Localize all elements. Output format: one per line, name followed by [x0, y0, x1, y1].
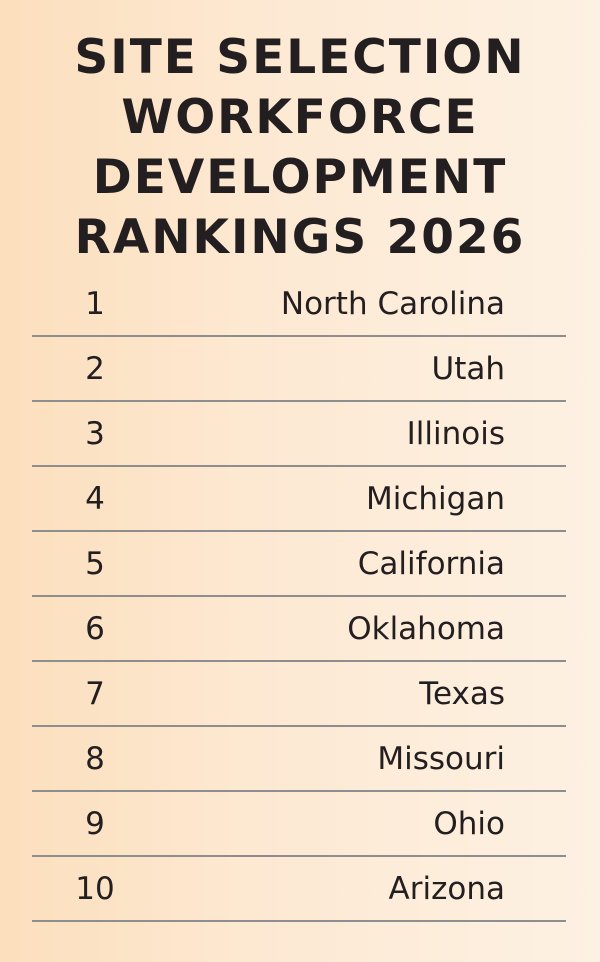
table-row: 2 Utah [32, 337, 566, 402]
state-name: Missouri [377, 741, 505, 777]
title-line: SITE SELECTION [74, 30, 526, 85]
table-row: 6 Oklahoma [32, 597, 566, 662]
state-name: Texas [419, 676, 505, 712]
ranking-table: 1 North Carolina 2 Utah 3 Illinois 4 Michigan 5 C… [32, 272, 566, 922]
rank: 10 [75, 871, 115, 907]
table-row: 9 Ohio [32, 792, 566, 857]
title-line: DEVELOPMENT [92, 150, 508, 205]
state-name: Michigan [366, 481, 505, 517]
state-name: Utah [431, 351, 506, 387]
rank: 2 [85, 351, 105, 387]
rank: 8 [85, 741, 105, 777]
table-row: 10 Arizona [32, 857, 566, 922]
rank: 1 [85, 286, 105, 322]
rank: 4 [85, 481, 105, 517]
state-name: Arizona [388, 871, 505, 907]
table-row: 3 Illinois [32, 402, 566, 467]
title-line: RANKINGS 2026 [74, 210, 526, 265]
table-row: 7 Texas [32, 662, 566, 727]
rank: 7 [85, 676, 105, 712]
state-name: North Carolina [280, 286, 505, 322]
table-row: 4 Michigan [32, 467, 566, 532]
state-name: California [357, 546, 505, 582]
state-name: Oklahoma [347, 611, 505, 647]
rank: 9 [85, 806, 105, 842]
title: SITE SELECTION WORKFORCE DEVELOPMENT RANKIN… [0, 28, 600, 268]
rank: 3 [85, 416, 105, 452]
rank: 6 [85, 611, 105, 647]
table-row: 5 California [32, 532, 566, 597]
rank: 5 [85, 546, 105, 582]
state-name: Ohio [433, 806, 505, 842]
table-row: 8 Missouri [32, 727, 566, 792]
state-name: Illinois [406, 416, 505, 452]
title-line: WORKFORCE [121, 90, 479, 145]
table-row: 1 North Carolina [32, 272, 566, 337]
